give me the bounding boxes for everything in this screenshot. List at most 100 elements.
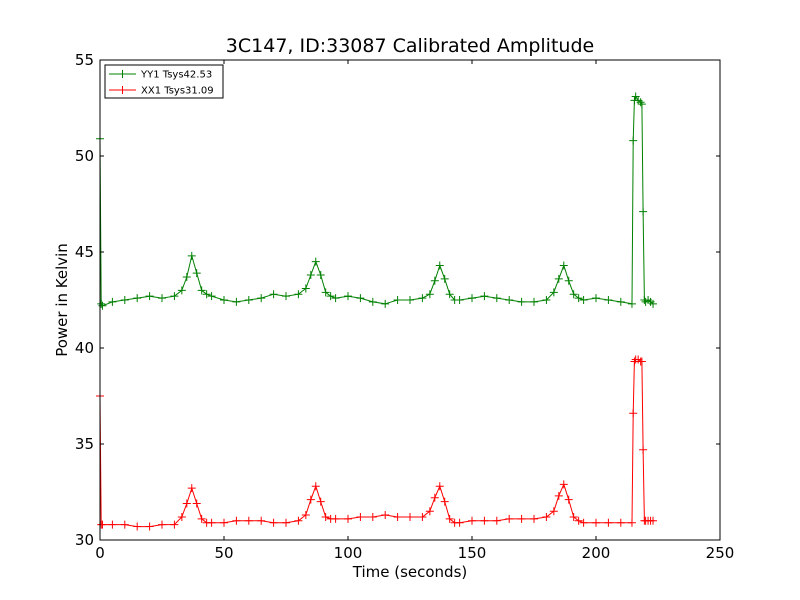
- data-point: [177, 512, 186, 521]
- data-point: [435, 482, 444, 491]
- data-point: [559, 480, 568, 489]
- data-point: [627, 518, 636, 527]
- series-line-0: [99, 95, 654, 307]
- data-point: [133, 294, 142, 303]
- data-point: [505, 296, 514, 304]
- data-point: [445, 514, 454, 523]
- data-point: [592, 518, 600, 527]
- data-point: [321, 288, 330, 297]
- data-point: [177, 286, 186, 295]
- data-point: [344, 514, 352, 523]
- data-point: [301, 284, 310, 293]
- data-point: [616, 518, 625, 527]
- x-tick-label: 250: [706, 544, 735, 562]
- x-tick-label: 150: [458, 544, 487, 562]
- data-point: [480, 292, 489, 301]
- data-point: [549, 288, 558, 297]
- data-point: [564, 276, 573, 285]
- data-point: [440, 274, 449, 283]
- data-point: [187, 251, 196, 260]
- data-point: [97, 299, 106, 308]
- data-point: [549, 507, 558, 516]
- data-point: [133, 522, 142, 531]
- data-point: [418, 512, 427, 521]
- y-tick-label: 30: [75, 531, 94, 549]
- data-point: [574, 516, 583, 525]
- data-point: [445, 290, 454, 299]
- data-point: [197, 514, 206, 523]
- data-point: [455, 296, 464, 304]
- data-point: [282, 292, 290, 301]
- data-point: [316, 497, 325, 506]
- data-point: [282, 518, 290, 527]
- legend-box: [104, 64, 224, 99]
- y-tick-label: 40: [75, 339, 94, 357]
- data-point: [170, 292, 179, 301]
- data-point: [368, 297, 377, 306]
- data-point: [592, 294, 600, 303]
- data-point: [440, 497, 449, 506]
- data-point: [542, 512, 551, 521]
- data-point: [244, 516, 253, 525]
- data-point: [468, 516, 476, 525]
- data-point: [257, 516, 266, 525]
- data-point: [418, 294, 427, 303]
- data-point: [356, 512, 365, 521]
- data-point: [505, 514, 514, 523]
- data-point: [492, 294, 501, 303]
- data-point: [257, 294, 266, 303]
- data-point: [579, 518, 588, 527]
- data-point: [425, 290, 434, 299]
- data-layer: [96, 92, 658, 531]
- data-point: [368, 512, 377, 521]
- data-point: [170, 520, 179, 529]
- data-point: [202, 290, 211, 299]
- data-point: [435, 261, 444, 270]
- ticks-layer: 0 50 100 150 200 250 30 35 40 45 50 55: [75, 51, 734, 562]
- data-point: [192, 499, 201, 508]
- data-point: [604, 296, 613, 304]
- legend-label: YY1 Tsys42.53: [140, 70, 212, 81]
- data-point: [604, 518, 613, 527]
- data-point: [220, 518, 228, 527]
- data-point: [649, 299, 658, 308]
- data-point: [187, 484, 196, 493]
- data-point: [554, 491, 563, 500]
- legend: YY1 Tsys42.53 XX1 Tsys31.09: [104, 64, 224, 99]
- data-point: [649, 516, 658, 525]
- data-point: [639, 445, 648, 454]
- data-point: [356, 294, 365, 303]
- data-point: [492, 516, 501, 525]
- chart-title: 3C147, ID:33087 Calibrated Amplitude: [226, 35, 594, 57]
- data-point: [627, 299, 636, 308]
- data-point: [639, 207, 648, 216]
- x-tick-label: 200: [582, 544, 611, 562]
- data-point: [455, 518, 464, 527]
- data-point: [629, 136, 638, 145]
- data-point: [306, 271, 315, 280]
- data-point: [108, 520, 117, 529]
- data-point: [616, 297, 625, 306]
- legend-marker: [118, 86, 127, 94]
- data-point: [182, 272, 191, 281]
- data-point: [629, 409, 638, 418]
- data-point: [294, 516, 303, 525]
- data-point: [542, 296, 551, 304]
- series-line-1: [99, 359, 653, 528]
- data-point: [269, 518, 278, 527]
- y-tick-label: 35: [75, 435, 94, 453]
- legend-marker: [118, 70, 127, 78]
- data-point: [517, 297, 526, 306]
- data-point: [406, 296, 414, 304]
- data-point: [316, 271, 325, 280]
- data-point: [207, 518, 216, 527]
- data-point: [207, 292, 216, 301]
- data-point: [393, 296, 402, 304]
- data-point: [321, 512, 330, 521]
- data-point: [393, 512, 402, 521]
- data-point: [269, 290, 278, 299]
- data-point: [108, 297, 117, 306]
- data-point: [182, 499, 191, 508]
- data-point: [430, 276, 439, 285]
